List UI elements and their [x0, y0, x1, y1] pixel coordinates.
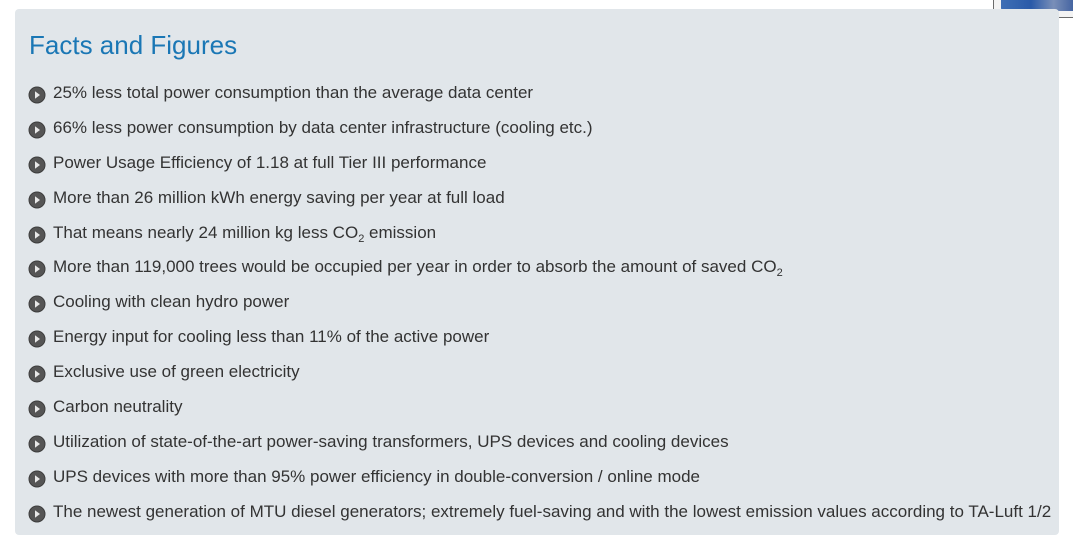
fact-text: The newest generation of MTU diesel gene… — [53, 501, 1052, 521]
play-circle-icon — [28, 330, 46, 348]
fact-text: Cooling with clean hydro power — [53, 292, 290, 312]
facts-panel: Facts and Figures 25% less total power c… — [15, 9, 1059, 535]
fact-text: 66% less power consumption by data cente… — [53, 117, 593, 137]
fact-text-main: More than 119,000 trees would be occupie… — [53, 257, 777, 277]
fact-text: Power Usage Efficiency of 1.18 at full T… — [53, 152, 487, 172]
fact-text: Utilization of state-of-the-art power-sa… — [53, 431, 729, 451]
fact-text: UPS devices with more than 95% power eff… — [53, 466, 700, 486]
fact-text-subscript: 2 — [358, 232, 365, 245]
play-circle-icon — [28, 435, 46, 453]
fact-text: Energy input for cooling less than 11% o… — [53, 327, 490, 347]
fact-text-subscript: 2 — [776, 267, 783, 280]
play-circle-icon — [28, 191, 46, 209]
play-circle-icon — [28, 365, 46, 383]
fact-text-after: emission — [364, 222, 437, 242]
play-circle-icon — [28, 470, 46, 488]
play-circle-icon — [28, 86, 46, 104]
fact-text: 25% less total power consumption than th… — [53, 83, 534, 102]
play-circle-icon — [28, 505, 46, 523]
fact-text: Carbon neutrality — [53, 397, 183, 417]
play-circle-icon — [28, 121, 46, 139]
fact-text: More than 119,000 trees would be occupie… — [53, 257, 783, 280]
play-circle-icon — [28, 226, 46, 244]
fact-text: That means nearly 24 million kg less CO2… — [53, 222, 437, 245]
play-circle-icon — [28, 260, 46, 278]
play-circle-icon — [28, 295, 46, 313]
fact-text: More than 26 million kWh energy saving p… — [53, 187, 505, 207]
play-circle-icon — [28, 400, 46, 418]
fact-text: Exclusive use of green electricity — [53, 362, 300, 382]
play-circle-icon — [28, 156, 46, 174]
fact-text-main: That means nearly 24 million kg less CO — [53, 222, 359, 242]
thumbnail-photo — [1001, 0, 1073, 11]
section-title: Facts and Figures — [29, 30, 238, 60]
